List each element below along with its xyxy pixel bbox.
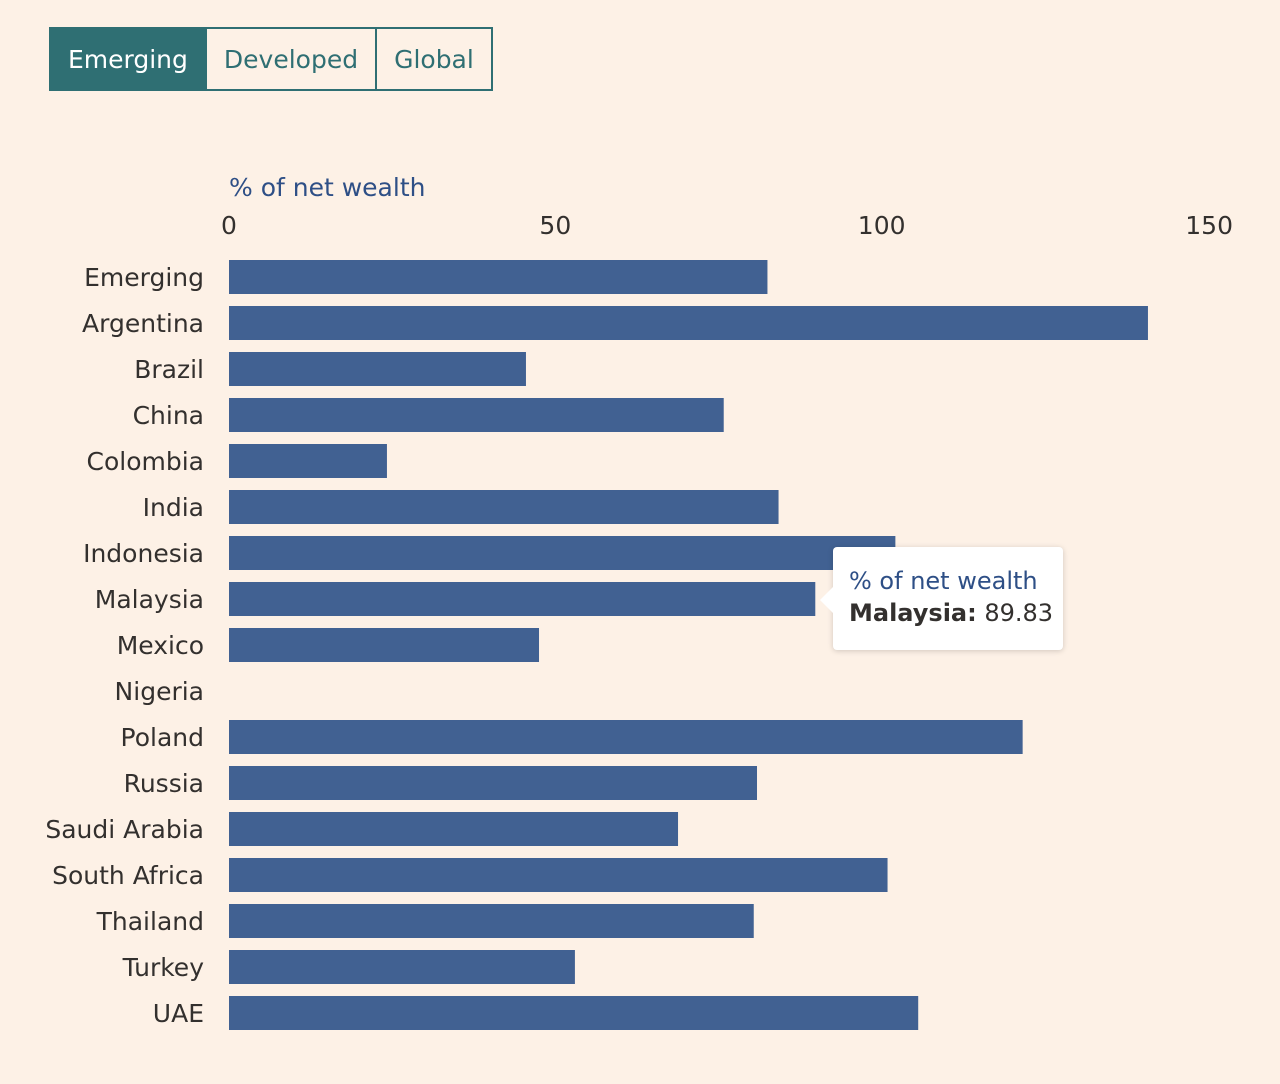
bar bbox=[229, 628, 540, 662]
category-label: Russia bbox=[124, 769, 204, 798]
bar bbox=[229, 858, 888, 892]
category-label: Nigeria bbox=[115, 677, 204, 706]
tooltip-value-line: Malaysia: 89.83 bbox=[849, 596, 1063, 630]
category-label: India bbox=[143, 493, 204, 522]
bar bbox=[229, 766, 758, 800]
bar bbox=[229, 306, 1148, 340]
category-label: Brazil bbox=[134, 355, 204, 384]
bar bbox=[229, 398, 724, 432]
category-label: Saudi Arabia bbox=[45, 815, 204, 844]
category-label: UAE bbox=[153, 999, 204, 1028]
category-label: Mexico bbox=[117, 631, 204, 660]
bar bbox=[229, 444, 387, 478]
category-label: Argentina bbox=[82, 309, 204, 338]
bar bbox=[229, 490, 779, 524]
category-label: China bbox=[133, 401, 204, 430]
x-tick-label: 150 bbox=[1185, 211, 1233, 240]
category-label: Malaysia bbox=[95, 585, 204, 614]
bar bbox=[229, 536, 896, 570]
tooltip-label: Malaysia: bbox=[849, 599, 977, 627]
bar bbox=[229, 950, 575, 984]
bar bbox=[229, 352, 526, 386]
tab-developed[interactable]: Developed bbox=[204, 29, 376, 89]
market-tabs: Emerging Developed Global bbox=[49, 27, 493, 91]
category-label: Indonesia bbox=[83, 539, 204, 568]
category-label: Colombia bbox=[87, 447, 204, 476]
category-label: Turkey bbox=[122, 953, 205, 982]
tooltip-title: % of net wealth bbox=[849, 567, 1038, 595]
bar bbox=[229, 720, 1023, 754]
x-axis-title: % of net wealth bbox=[229, 173, 425, 202]
x-tick-label: 0 bbox=[221, 211, 237, 240]
bar bbox=[229, 582, 816, 616]
bar bbox=[229, 904, 754, 938]
bar bbox=[229, 996, 919, 1030]
category-label: Poland bbox=[121, 723, 204, 752]
bar bbox=[229, 812, 679, 846]
bar bbox=[229, 260, 768, 294]
tooltip-value: 89.83 bbox=[984, 599, 1054, 627]
chart-tooltip: % of net wealth Malaysia: 89.83 bbox=[820, 547, 1063, 650]
category-label: Thailand bbox=[96, 907, 204, 936]
tab-global[interactable]: Global bbox=[375, 29, 491, 89]
category-label: South Africa bbox=[52, 861, 204, 890]
x-tick-label: 100 bbox=[858, 211, 906, 240]
tab-emerging[interactable]: Emerging bbox=[51, 29, 205, 89]
category-label: Emerging bbox=[84, 263, 204, 292]
x-tick-label: 50 bbox=[539, 211, 571, 240]
